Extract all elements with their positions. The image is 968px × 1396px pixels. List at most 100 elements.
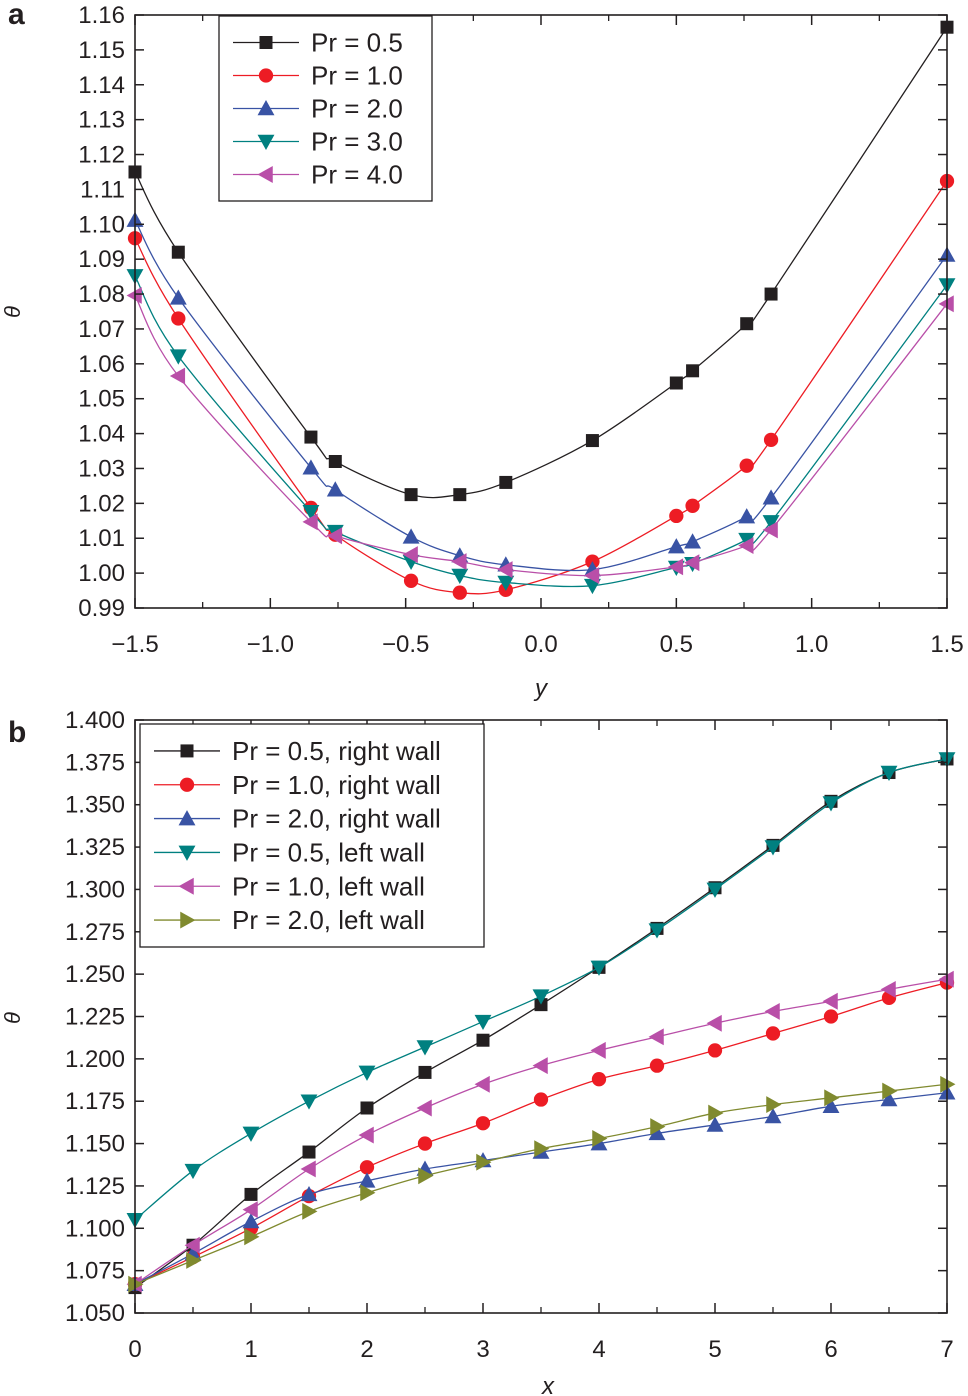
y-tick-label: 1.03 — [78, 455, 125, 482]
data-point — [823, 1009, 839, 1024]
x-tick-label: 5 — [708, 1336, 721, 1363]
legend-label: Pr = 1.0, left wall — [232, 871, 425, 901]
data-point — [497, 561, 513, 579]
data-point — [358, 1065, 376, 1081]
y-tick-label: 1.13 — [78, 107, 125, 134]
y-tick-label: 1.250 — [65, 961, 125, 988]
y-tick-label: 1.225 — [65, 1004, 125, 1031]
x-tick-label: 0.0 — [524, 631, 557, 658]
y-tick-label: 1.375 — [65, 749, 125, 776]
data-point — [402, 528, 420, 544]
data-point — [686, 364, 700, 378]
data-point — [475, 1116, 491, 1131]
x-tick-label: 6 — [824, 1336, 837, 1363]
legend-item: Pr = 0.5, left wall — [154, 837, 425, 867]
series-0 — [128, 20, 954, 502]
y-tick-label: 1.075 — [65, 1258, 125, 1285]
data-point — [938, 295, 954, 313]
data-point — [648, 1124, 666, 1141]
data-point — [706, 882, 724, 898]
legend-marker — [257, 100, 275, 116]
y-tick-label: 1.125 — [65, 1173, 125, 1200]
legend-marker — [180, 744, 194, 758]
y-tick-label: 1.11 — [80, 176, 125, 203]
data-point — [707, 1043, 723, 1058]
y-tick-label: 1.07 — [78, 316, 125, 343]
data-point — [184, 1163, 202, 1180]
data-point — [938, 970, 954, 988]
data-point — [822, 992, 838, 1010]
y-tick-label: 0.99 — [78, 595, 125, 622]
x-tick-label: −1.0 — [247, 631, 294, 658]
data-point — [762, 521, 778, 539]
data-point — [476, 1153, 492, 1171]
legend-marker — [178, 810, 196, 826]
data-point — [184, 1236, 200, 1254]
data-point — [453, 488, 467, 502]
data-point — [452, 585, 467, 600]
legend-marker — [180, 911, 196, 929]
y-tick-label: 1.175 — [65, 1088, 125, 1115]
data-point — [583, 578, 601, 595]
data-point — [476, 1033, 490, 1047]
x-tick-label: 4 — [592, 1336, 605, 1363]
data-point — [302, 1145, 316, 1159]
data-point — [326, 481, 344, 497]
legend-label: Pr = 0.5, left wall — [232, 837, 425, 867]
series-2 — [126, 1084, 956, 1291]
data-point — [300, 1094, 318, 1110]
data-point — [126, 287, 142, 304]
data-point — [763, 432, 779, 448]
y-tick-label: 1.16 — [78, 2, 125, 29]
legend-label: Pr = 2.0 — [311, 94, 403, 124]
data-point — [304, 430, 318, 444]
data-point — [171, 245, 185, 259]
data-point — [667, 538, 685, 554]
y-tick-label: 1.050 — [65, 1300, 125, 1327]
data-point — [764, 840, 782, 856]
y-tick-label: 1.00 — [78, 560, 125, 587]
y-tick-label: 1.01 — [78, 525, 125, 552]
data-point — [590, 1041, 606, 1059]
data-point — [583, 567, 600, 585]
data-point — [404, 488, 418, 502]
data-point — [302, 1202, 318, 1220]
panel-a: a y θ 0.99 1.00 1.01 1.02 1.03 1.04 1.05 1.06 1.… — [0, 0, 964, 702]
data-point — [738, 537, 754, 555]
legend-marker — [178, 845, 196, 861]
y-tick-label: 1.325 — [65, 834, 125, 861]
data-point — [880, 1091, 898, 1107]
x-tick-label: 1.0 — [795, 631, 828, 658]
data-point — [585, 434, 599, 448]
data-point — [822, 1097, 840, 1114]
x-tick-label: 7 — [940, 1336, 953, 1363]
legend: Pr = 0.5, right wall Pr = 1.0, right wall… — [139, 723, 485, 948]
legend-label: Pr = 3.0 — [311, 127, 403, 157]
series-5 — [128, 1075, 956, 1293]
data-point — [940, 1075, 956, 1093]
data-point — [403, 573, 419, 588]
data-point — [591, 1072, 607, 1087]
data-point — [667, 558, 684, 576]
data-point — [534, 998, 548, 1012]
data-point — [169, 349, 187, 365]
series-line — [134, 1083, 948, 1285]
data-point — [451, 553, 467, 571]
data-point — [534, 1140, 550, 1158]
data-point — [358, 1172, 376, 1188]
data-point — [880, 765, 898, 781]
x-tick-label: 3 — [476, 1336, 489, 1363]
y-tick-label: 1.150 — [65, 1131, 125, 1158]
legend-label: Pr = 0.5, right wall — [232, 736, 441, 766]
data-point — [358, 1126, 374, 1144]
data-point — [706, 1116, 724, 1132]
data-point — [648, 1028, 664, 1046]
y-tick-label: 1.04 — [78, 421, 125, 448]
legend-label: Pr = 1.0, right wall — [232, 770, 441, 800]
series-line — [134, 180, 948, 595]
data-point — [762, 515, 780, 531]
panel-b: b x θ 1.050 1.075 1.100 1.125 1.150 1.175 1.20… — [0, 707, 956, 1396]
legend-item: Pr = 1.0, left wall — [154, 871, 425, 901]
data-point — [402, 546, 418, 564]
